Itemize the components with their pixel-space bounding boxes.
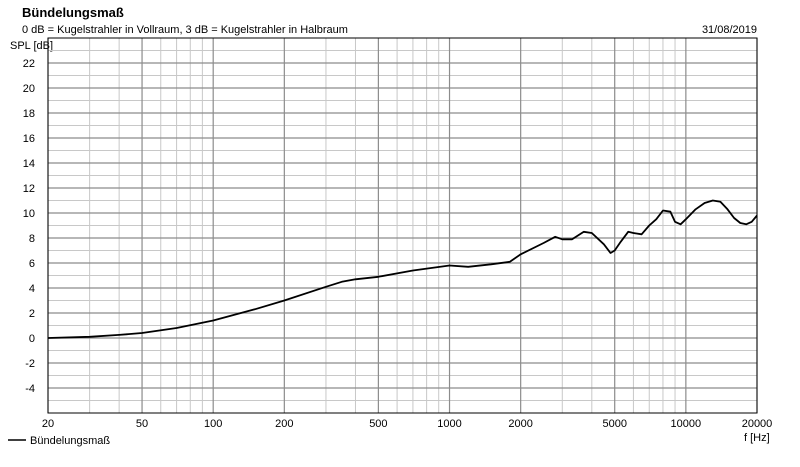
x-tick-label: 20 xyxy=(42,418,54,430)
y-tick-label: 2 xyxy=(29,308,35,320)
x-tick-label: 5000 xyxy=(602,418,626,430)
y-tick-label: 8 xyxy=(29,233,35,245)
grid-lines xyxy=(47,38,758,413)
y-tick-label: 10 xyxy=(23,208,35,220)
y-tick-label: -4 xyxy=(25,383,35,395)
x-tick-label: 1000 xyxy=(437,418,461,430)
x-axis-label: f [Hz] xyxy=(744,432,770,444)
y-tick-label: 14 xyxy=(23,158,35,170)
series-lines xyxy=(47,199,758,339)
y-tick-label: 20 xyxy=(23,83,35,95)
y-tick-label: 6 xyxy=(29,258,35,270)
y-tick-label: -2 xyxy=(25,358,35,370)
y-tick-label: 12 xyxy=(23,183,35,195)
tick-labels: 20 50 100 200 500 1000 2000 5000 10000 20000 -4 -2 0… xyxy=(23,58,773,430)
plot-frame xyxy=(47,37,758,414)
legend: Bündelungsmaß xyxy=(8,435,110,447)
x-tick-label: 50 xyxy=(136,418,148,430)
chart-date: 31/08/2019 xyxy=(702,24,757,36)
y-tick-label: 0 xyxy=(29,333,35,345)
y-tick-label: 4 xyxy=(29,283,35,295)
x-tick-label: 20000 xyxy=(742,418,773,430)
x-tick-label: 100 xyxy=(204,418,222,430)
y-tick-label: 16 xyxy=(23,133,35,145)
y-tick-label: 22 xyxy=(23,58,35,70)
x-tick-label: 200 xyxy=(275,418,293,430)
legend-label: Bündelungsmaß xyxy=(30,435,110,447)
x-tick-label: 2000 xyxy=(508,418,532,430)
y-tick-label: 18 xyxy=(23,108,35,120)
x-tick-label: 500 xyxy=(369,418,387,430)
y-axis-label: SPL [dB] xyxy=(10,40,53,52)
series-line xyxy=(47,199,758,339)
chart-title: Bündelungsmaß xyxy=(22,5,124,20)
chart-subtitle: 0 dB = Kugelstrahler in Vollraum, 3 dB =… xyxy=(22,24,348,36)
x-tick-label: 10000 xyxy=(671,418,702,430)
